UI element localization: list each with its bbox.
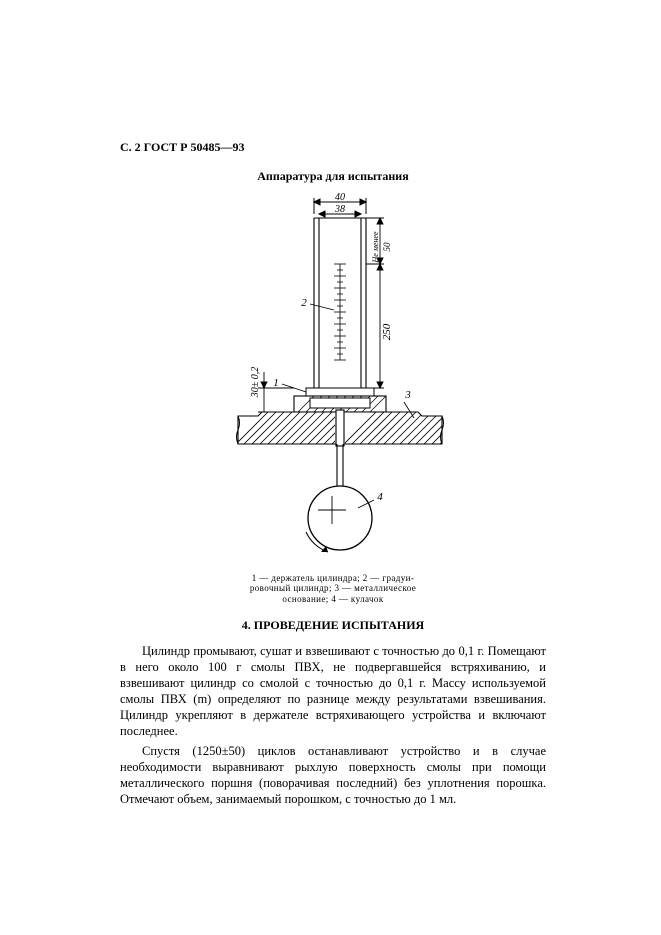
legend-line: основание; 4 — кулачок [282,594,383,604]
figure-title: Аппаратура для испытания [120,169,546,184]
section-title: 4. ПРОВЕДЕНИЕ ИСПЫТАНИЯ [120,618,546,633]
callout-3: 3 [404,389,411,401]
legend-line: 1 — держатель цилиндра; 2 — градуи- [252,573,415,583]
dim-40: 40 [335,192,345,203]
paragraph: Цилиндр промывают, сушат и взвешивают с … [120,643,546,739]
callout-4: 4 [377,491,383,503]
dim-50-note: Не менее [371,231,380,264]
body-text: Цилиндр промывают, сушат и взвешивают с … [120,643,546,807]
dim-38: 38 [334,204,345,215]
figure: 40 38 [120,192,546,567]
paragraph: Спустя (1250±50) циклов останавливают ус… [120,743,546,807]
callout-2: 2 [301,297,307,309]
dim-30: 30± 0,2 [250,367,261,399]
legend-line: ровочный цилиндр; 3 — металлическое [250,583,416,593]
callout-1: 1 [273,377,279,389]
dim-250: 250 [381,323,393,340]
page-header: С. 2 ГОСТ Р 50485—93 [120,140,546,155]
dim-50: 50 [382,242,392,252]
figure-legend: 1 — держатель цилиндра; 2 — градуи- рово… [203,573,463,604]
